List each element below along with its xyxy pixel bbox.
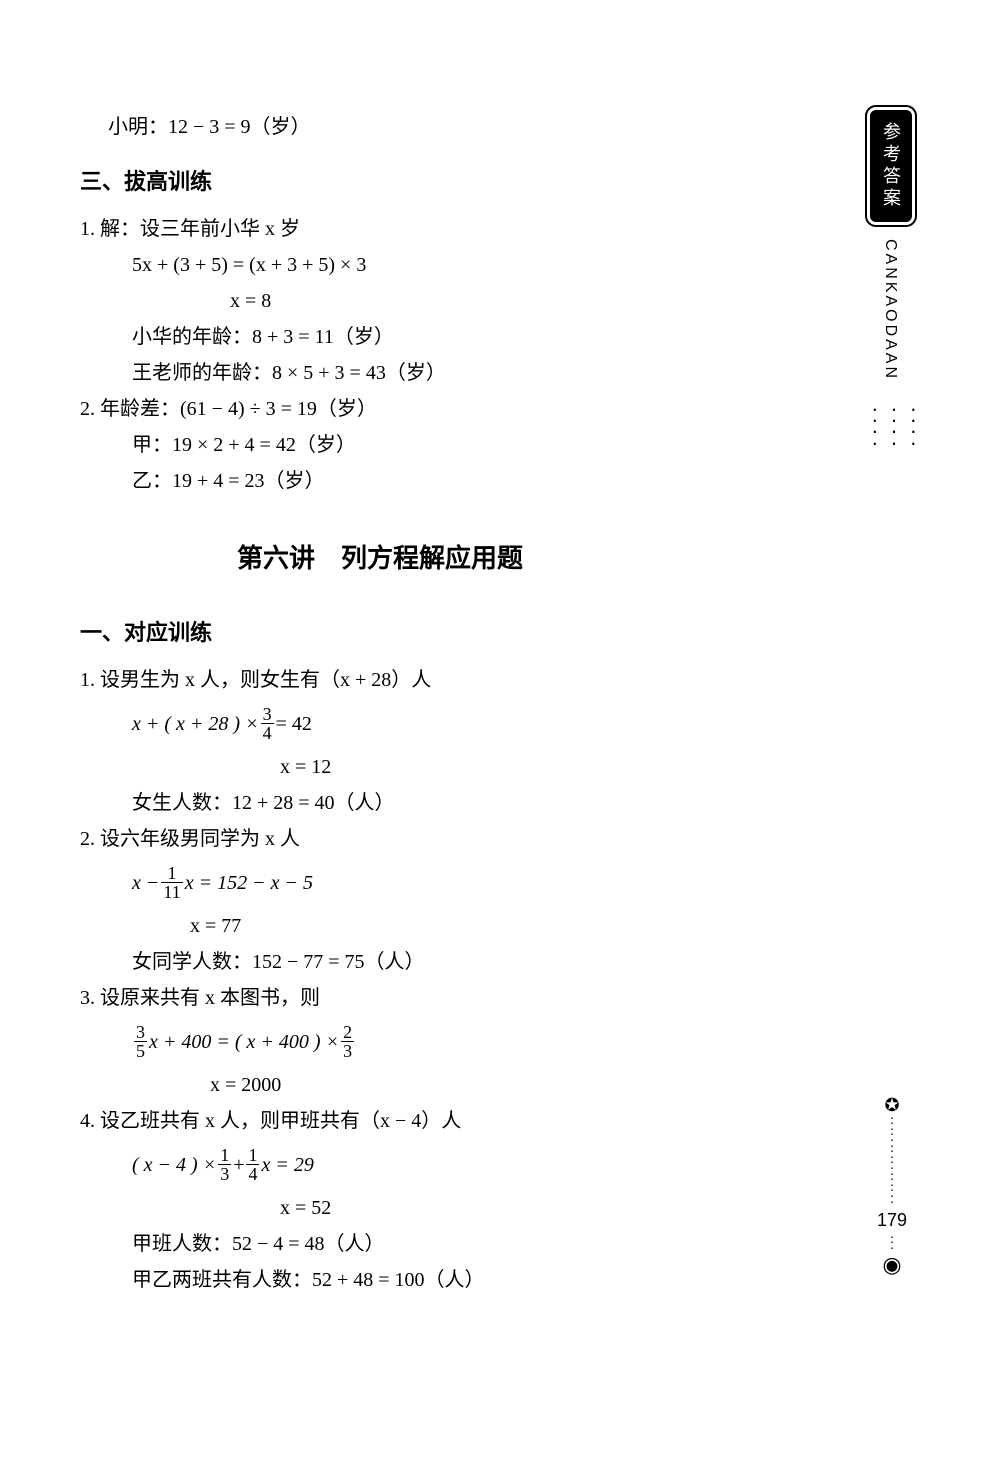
frac-bot: 5 (134, 1041, 147, 1060)
s1-q1-l4: 女生人数：12 + 28 = 40（人） (80, 786, 680, 820)
section3-heading: 三、拔高训练 (80, 164, 680, 196)
s3-q1-l2: 5x + (3 + 5) = (x + 3 + 5) × 3 (80, 248, 680, 282)
s1-q1-l3: x = 12 (80, 750, 680, 784)
fraction: 1 3 (218, 1146, 231, 1183)
s3-q1-l3: x = 8 (80, 284, 680, 318)
eq-pre: x − (132, 871, 159, 895)
frac-top: 2 (341, 1023, 354, 1041)
s1-q4-eq: ( x − 4 ) × 1 3 + 1 4 x = 29 (80, 1146, 680, 1183)
s3-q2-l1: 2. 年龄差：(61 − 4) ÷ 3 = 19（岁） (80, 392, 680, 426)
frac-top: 1 (166, 864, 179, 882)
vdots-icon: ··· (872, 1236, 912, 1253)
fraction: 2 3 (341, 1023, 354, 1060)
prev-line: 小明：12 − 3 = 9（岁） (80, 110, 680, 144)
chapter-title: 第六讲 列方程解应用题 (80, 538, 680, 575)
frac-bot: 11 (161, 882, 182, 901)
eq-post: x = 29 (261, 1153, 313, 1177)
vdots-icon: ················ (872, 1117, 912, 1207)
section1-heading: 一、对应训练 (80, 615, 680, 647)
s1-q2-l4: 女同学人数：152 − 77 = 75（人） (80, 945, 680, 979)
s1-q1-eq: x + ( x + 28 ) × 3 4 = 42 (80, 705, 680, 742)
fraction: 3 5 (134, 1023, 147, 1060)
s1-q3-l1: 3. 设原来共有 x 本图书，则 (80, 981, 680, 1015)
eq-pre: ( x − 4 ) × (132, 1153, 216, 1177)
s1-q1-l1: 1. 设男生为 x 人，则女生有（x + 28）人 (80, 663, 680, 697)
s1-q3-l3: x = 2000 (80, 1068, 680, 1102)
eq-post: x = 152 − x − 5 (185, 871, 313, 895)
dots-icon: . . . . . . . . . . . . (870, 400, 918, 445)
eq-mid: x + 400 = ( x + 400 ) × (149, 1030, 339, 1054)
eq-post: = 42 (276, 712, 312, 736)
s1-q4-l1: 4. 设乙班共有 x 人，则甲班共有（x − 4）人 (80, 1104, 680, 1138)
frac-bot: 3 (218, 1164, 231, 1183)
fraction: 1 4 (246, 1146, 259, 1183)
answer-badge: 参考答案 (870, 110, 912, 222)
s1-q4-l4: 甲班人数：52 − 4 = 48（人） (80, 1227, 680, 1261)
s3-q1-l4: 小华的年龄：8 + 3 = 11（岁） (80, 320, 680, 354)
s3-q1-l1: 1. 解：设三年前小华 x 岁 (80, 212, 680, 246)
s3-q2-l3: 乙：19 + 4 = 23（岁） (80, 464, 680, 498)
frac-bot: 4 (246, 1164, 259, 1183)
s1-q4-l5: 甲乙两班共有人数：52 + 48 = 100（人） (80, 1263, 680, 1297)
s3-q2-l2: 甲：19 × 2 + 4 = 42（岁） (80, 428, 680, 462)
page-content: 小明：12 − 3 = 9（岁） 三、拔高训练 1. 解：设三年前小华 x 岁 … (80, 110, 680, 1299)
s1-q3-eq: 3 5 x + 400 = ( x + 400 ) × 2 3 (80, 1023, 680, 1060)
s3-q1-l5: 王老师的年龄：8 × 5 + 3 = 43（岁） (80, 356, 680, 390)
pinyin-label: CANKAODAAN (881, 239, 899, 381)
s1-q2-eq: x − 1 11 x = 152 − x − 5 (80, 864, 680, 901)
frac-top: 1 (218, 1146, 231, 1164)
fraction: 3 4 (261, 705, 274, 742)
frac-top: 3 (134, 1023, 147, 1041)
s1-q2-l1: 2. 设六年级男同学为 x 人 (80, 822, 680, 856)
page-margin: ✪ ················ 179 ··· ◉ (872, 1095, 912, 1279)
frac-top: 1 (246, 1146, 259, 1164)
s1-q4-l3: x = 52 (80, 1191, 680, 1225)
fraction: 1 11 (161, 864, 182, 901)
bullseye-icon: ◉ (872, 1252, 912, 1278)
side-label: 参考答案 CANKAODAAN . . . . . . . . . . . . (870, 110, 910, 450)
frac-bot: 4 (261, 723, 274, 742)
eq-pre: x + ( x + 28 ) × (132, 712, 259, 736)
frac-top: 3 (261, 705, 274, 723)
s1-q2-l3: x = 77 (80, 909, 680, 943)
frac-bot: 3 (341, 1041, 354, 1060)
eq-plus: + (233, 1153, 244, 1177)
page-number: 179 (872, 1210, 912, 1232)
